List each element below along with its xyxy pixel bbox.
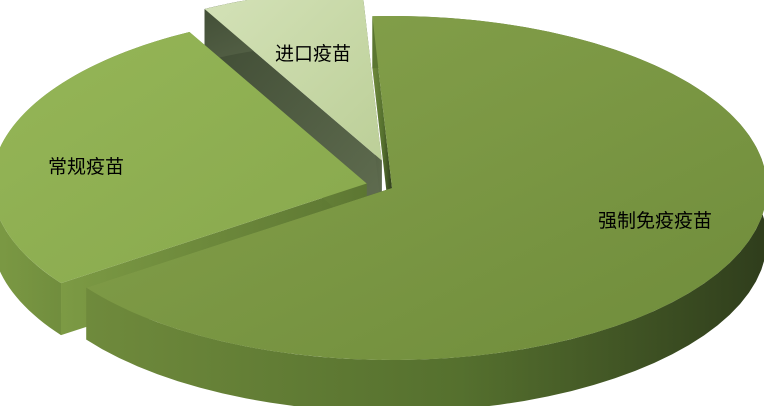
data-label-mandatory-vaccine: 强制免疫疫苗 [598, 210, 712, 232]
pie-slice-mandatory-vaccine [86, 16, 764, 411]
data-label-routine-vaccine: 常规疫苗 [48, 156, 124, 178]
data-label-imported-vaccine: 进口疫苗 [275, 43, 351, 65]
